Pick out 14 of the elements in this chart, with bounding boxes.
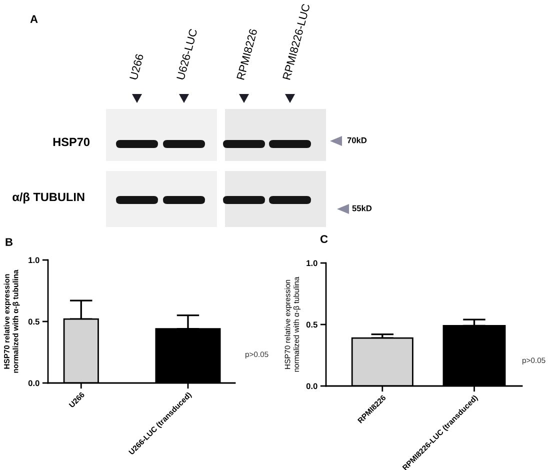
y-tick-label: 1.0 — [306, 260, 318, 266]
category-label: α/β TUBULIN — [12, 192, 84, 204]
y-tick-label: 0.0 — [28, 380, 40, 386]
chart-title: B — [6, 238, 13, 246]
y-tick-label: 0.5 — [306, 322, 318, 328]
category-label: U266 — [130, 54, 144, 80]
chart-title: C — [320, 235, 328, 243]
category-label: 55kD — [352, 205, 372, 212]
y-tick-label: 0.5 — [28, 318, 40, 325]
category-label: HSP70 — [53, 138, 90, 146]
category-label: 70kD — [347, 137, 367, 144]
text: A — [30, 15, 38, 23]
y-tick-label: 0.0 — [306, 383, 318, 390]
y-tick-label: 1.0 — [28, 257, 40, 264]
